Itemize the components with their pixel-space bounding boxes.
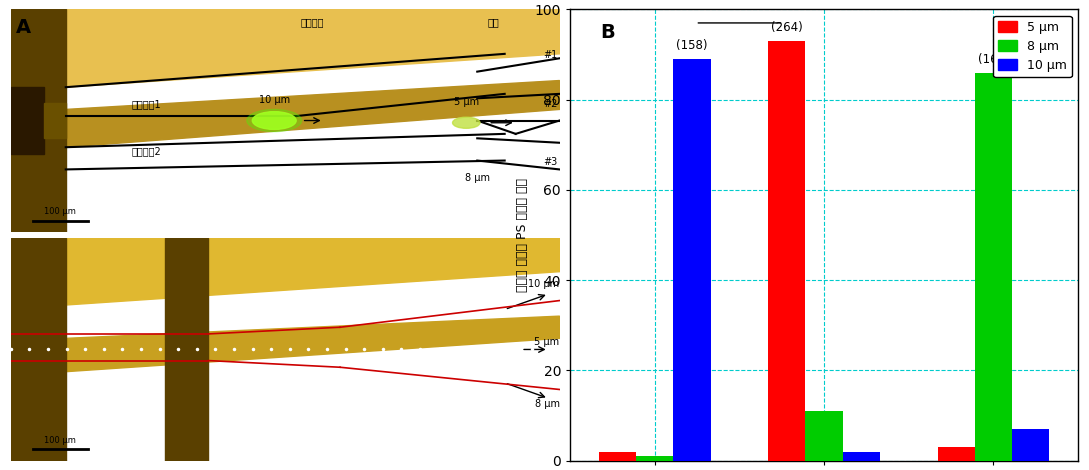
- Text: 5 μm: 5 μm: [454, 97, 479, 107]
- Text: A: A: [16, 18, 32, 37]
- Text: 출구: 출구: [488, 17, 500, 27]
- Text: 8 μm: 8 μm: [535, 399, 560, 409]
- Circle shape: [253, 112, 296, 129]
- Text: 100 μm: 100 μm: [45, 207, 76, 216]
- Polygon shape: [65, 316, 560, 372]
- Text: 100 μm: 100 μm: [45, 436, 76, 445]
- Text: (161): (161): [978, 53, 1010, 66]
- Text: 8 μm: 8 μm: [465, 172, 490, 182]
- Polygon shape: [65, 238, 560, 305]
- Text: 10 μm: 10 μm: [259, 95, 290, 105]
- Text: 분리전극1: 분리전극1: [132, 99, 161, 109]
- Text: #1: #1: [543, 50, 558, 60]
- Text: 5 μm: 5 μm: [535, 337, 560, 347]
- Legend: 5 μm, 8 μm, 10 μm: 5 μm, 8 μm, 10 μm: [993, 16, 1072, 77]
- Text: 분리전극2: 분리전극2: [132, 146, 161, 156]
- Bar: [843, 452, 880, 461]
- Bar: [11, 87, 44, 154]
- Polygon shape: [65, 9, 560, 87]
- Text: (264): (264): [771, 21, 803, 34]
- Circle shape: [247, 110, 302, 132]
- Text: 10 μm: 10 μm: [528, 279, 560, 289]
- Bar: [44, 103, 65, 138]
- Text: B: B: [601, 23, 615, 42]
- Text: #3: #3: [543, 157, 558, 167]
- Bar: [975, 72, 1012, 461]
- Circle shape: [453, 117, 480, 128]
- Bar: [938, 447, 975, 461]
- Bar: [1012, 429, 1050, 461]
- Bar: [11, 238, 65, 461]
- Y-axis label: 분리될 확률과 PS 입자의 개수: 분리될 확률과 PS 입자의 개수: [516, 178, 529, 292]
- Bar: [636, 456, 673, 461]
- Bar: [164, 238, 208, 461]
- Text: 집자전극: 집자전극: [301, 17, 325, 27]
- Bar: [806, 411, 843, 461]
- Text: #2: #2: [543, 99, 558, 109]
- Bar: [673, 59, 711, 461]
- Bar: [11, 9, 65, 232]
- Text: (158): (158): [676, 39, 708, 52]
- Bar: [768, 41, 806, 461]
- Bar: [599, 452, 636, 461]
- Polygon shape: [65, 80, 560, 147]
